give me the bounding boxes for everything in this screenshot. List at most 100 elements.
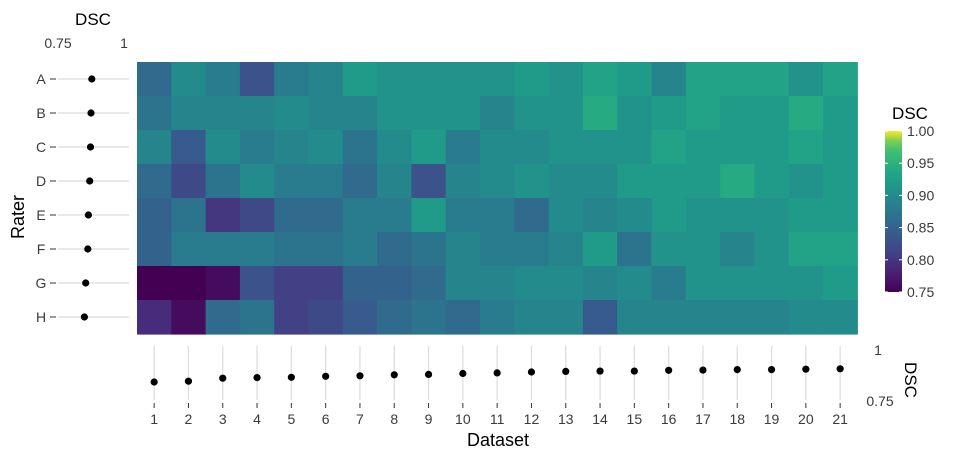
heatmap-cell-D-15 <box>617 164 653 199</box>
heatmap-cell-C-12 <box>514 130 550 165</box>
rater-summary-point-G <box>82 279 90 287</box>
heatmap-cell-C-8 <box>377 130 412 165</box>
rater-label-B: B <box>36 105 45 121</box>
heatmap-cell-F-2 <box>171 232 207 267</box>
heatmap-cell-D-11 <box>480 164 515 199</box>
dataset-summary-point-6 <box>322 372 330 380</box>
heatmap-cell-F-21 <box>823 232 858 267</box>
dataset-label-1: 1 <box>150 411 158 427</box>
heatmap-cell-D-3 <box>205 164 241 199</box>
dataset-summary-panel: 1 2 3 4 5 6 7 8 9 10 11 12 13 14 15 16 17 18 19 20 21 <box>150 346 848 427</box>
heatmap-cell-B-3 <box>205 96 241 131</box>
dataset-label-20: 20 <box>798 411 814 427</box>
heatmap-cell-G-7 <box>342 266 378 301</box>
heatmap-cell-B-12 <box>514 96 550 131</box>
heatmap-cell-C-5 <box>274 130 310 165</box>
heatmap-cell-E-4 <box>239 198 275 233</box>
heatmap-cell-E-11 <box>480 198 515 233</box>
heatmap-cell-D-6 <box>308 164 344 199</box>
heatmap-cell-C-14 <box>582 130 618 165</box>
colorbar-tick-label-1.00: 1.00 <box>907 123 934 139</box>
heatmap-cell-B-16 <box>651 96 687 131</box>
heatmap-cell-E-7 <box>342 198 378 233</box>
dataset-summary-tick-high: 1 <box>874 342 882 358</box>
heatmap-cell-G-4 <box>239 266 275 301</box>
rater-axis-title-group: Rater <box>8 195 28 239</box>
heatmap-cell-D-14 <box>582 164 618 199</box>
rater-summary-panel: A B C D E F G H <box>36 71 129 325</box>
heatmap-cell-B-14 <box>582 96 618 131</box>
heatmap-cell-H-11 <box>480 300 515 335</box>
heatmap-cell-C-19 <box>754 130 790 165</box>
heatmap-cell-A-1 <box>137 62 172 97</box>
dataset-label-9: 9 <box>425 411 433 427</box>
rater-label-G: G <box>36 275 47 291</box>
heatmap-cell-G-12 <box>514 266 550 301</box>
heatmap-cell-C-2 <box>171 130 207 165</box>
heatmap-cell-H-1 <box>137 300 172 335</box>
heatmap-cell-B-11 <box>480 96 515 131</box>
heatmap-cell-F-1 <box>137 232 172 267</box>
heatmap-cell-B-18 <box>720 96 755 131</box>
heatmap-cell-E-13 <box>548 198 584 233</box>
rater-summary-point-H <box>80 313 88 321</box>
heatmap-cell-E-2 <box>171 198 207 233</box>
heatmap-cell-H-2 <box>171 300 207 335</box>
dataset-summary-point-10 <box>459 369 467 378</box>
heatmap-cell-D-10 <box>445 164 481 199</box>
heatmap-cell-C-3 <box>205 130 241 165</box>
dataset-label-10: 10 <box>455 411 471 427</box>
dataset-summary-point-17 <box>699 366 707 374</box>
heatmap-cell-A-2 <box>171 62 207 97</box>
heatmap-cell-A-21 <box>823 62 858 97</box>
dataset-summary-point-14 <box>596 367 604 375</box>
heatmap-cell-B-9 <box>411 96 447 131</box>
dataset-label-4: 4 <box>253 411 261 427</box>
heatmap-cell-F-18 <box>720 232 755 267</box>
heatmap-cell-D-21 <box>823 164 858 199</box>
heatmap-cell-A-20 <box>788 62 824 97</box>
heatmap-cell-F-3 <box>205 232 241 267</box>
dataset-label-13: 13 <box>558 411 574 427</box>
colorbar: 1.00 0.95 0.90 0.85 0.80 0.75 <box>885 123 934 300</box>
dataset-summary-point-1 <box>150 378 158 386</box>
dataset-summary-point-13 <box>562 367 570 375</box>
rater-label-D: D <box>36 173 46 189</box>
heatmap-cell-H-17 <box>685 300 721 335</box>
heatmap-cell-D-8 <box>377 164 412 199</box>
dataset-label-17: 17 <box>695 411 711 427</box>
colorbar-tick-label-0.75: 0.75 <box>907 284 934 300</box>
heatmap-cell-F-11 <box>480 232 515 267</box>
heatmap-cell-G-9 <box>411 266 447 301</box>
dataset-label-21: 21 <box>832 411 848 427</box>
heatmap-cell-D-7 <box>342 164 378 199</box>
heatmap-cell-B-8 <box>377 96 412 131</box>
heatmap-cell-A-5 <box>274 62 310 97</box>
heatmap-cell-D-5 <box>274 164 310 199</box>
heatmap-cell-G-2 <box>171 266 207 301</box>
heatmap-cell-E-16 <box>651 198 687 233</box>
rater-summary-tick-low: 0.75 <box>44 35 71 51</box>
heatmap-cell-B-15 <box>617 96 653 131</box>
heatmap-cell-G-20 <box>788 266 824 301</box>
dataset-summary-point-9 <box>424 370 433 378</box>
heatmap-cell-D-12 <box>514 164 550 199</box>
heatmap-cell-A-12 <box>514 62 550 97</box>
heatmap-cell-F-14 <box>582 232 618 267</box>
rater-summary-point-C <box>86 143 95 151</box>
dataset-summary-title-group: DSC <box>901 362 920 398</box>
heatmap-cell-H-8 <box>377 300 412 335</box>
heatmap-cell-B-19 <box>754 96 790 131</box>
dataset-summary-point-7 <box>356 372 364 380</box>
heatmap-cell-E-3 <box>205 198 241 233</box>
dataset-summary-tick-low: 0.75 <box>866 393 893 409</box>
heatmap-cell-H-12 <box>514 300 550 335</box>
heatmap-cell-F-15 <box>617 232 653 267</box>
heatmap-cell-C-13 <box>548 130 584 165</box>
heatmap-cell-H-4 <box>239 300 275 335</box>
heatmap-cell-G-10 <box>445 266 481 301</box>
dataset-summary-point-5 <box>287 373 295 381</box>
heatmap-cell-D-9 <box>411 164 447 199</box>
rater-summary-title: DSC <box>75 10 111 29</box>
dataset-label-12: 12 <box>524 411 540 427</box>
